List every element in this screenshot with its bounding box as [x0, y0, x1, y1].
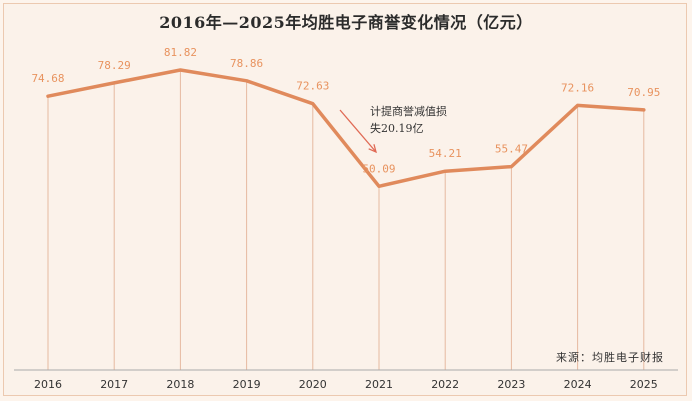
x-tick-2021: 2021 [365, 378, 393, 391]
series-line [46, 68, 646, 189]
annotation-line-2: 失20.19亿 [370, 122, 424, 135]
value-label-2020: 72.63 [296, 80, 329, 93]
value-label-2022: 54.21 [429, 147, 462, 160]
value-label-2024: 72.16 [561, 81, 594, 94]
value-label-2018: 81.82 [164, 46, 197, 59]
value-label-2023: 55.47 [495, 143, 528, 156]
x-tick-2024: 2024 [564, 378, 592, 391]
value-label-2017: 78.29 [98, 59, 131, 72]
value-label-2025: 70.95 [627, 86, 660, 99]
x-tick-2020: 2020 [299, 378, 327, 391]
x-tick-2017: 2017 [100, 378, 128, 391]
x-tick-2022: 2022 [431, 378, 459, 391]
annotation: 计提商誉减值损 失20.19亿 [370, 103, 490, 137]
x-tick-2025: 2025 [630, 378, 658, 391]
x-tick-2016: 2016 [34, 378, 62, 391]
annotation-arrow [339, 109, 377, 154]
annotation-line-1: 计提商誉减值损 [370, 105, 447, 118]
chart-frame [3, 3, 687, 396]
value-label-2016: 74.68 [31, 72, 64, 85]
x-tick-2019: 2019 [233, 378, 261, 391]
x-tick-2018: 2018 [166, 378, 194, 391]
value-label-2019: 78.86 [230, 57, 263, 70]
source-note: 来源：均胜电子财报 [556, 351, 664, 364]
x-tick-2023: 2023 [497, 378, 525, 391]
chart-title: 2016年—2025年均胜电子商誉变化情况（亿元） [159, 13, 533, 32]
value-label-2021: 50.09 [362, 162, 395, 175]
